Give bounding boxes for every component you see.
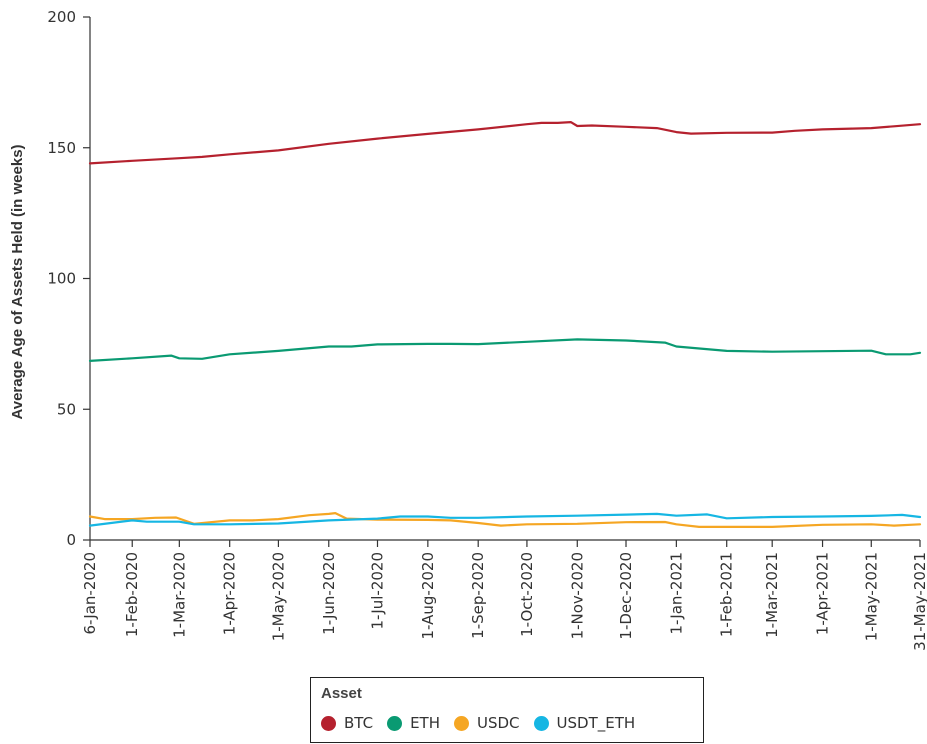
x-tick-label: 1-Jun-2020 [320,552,338,635]
series-line-btc [88,121,922,165]
x-tick-label: 1-Dec-2020 [617,552,635,640]
y-tick-label: 0 [66,531,76,549]
x-tick-label: 6-Jan-2020 [81,552,99,635]
legend: Asset BTC ETH USDC USDT_ETH [310,677,704,743]
legend-label: ETH [410,714,440,732]
legend-item-usdt-eth: USDT_ETH [533,714,636,732]
x-tick-label: 31-May-2021 [911,552,927,651]
x-tick-label: 1-Apr-2021 [814,552,832,635]
legend-marker-icon [321,715,336,731]
y-tick-label: 200 [47,8,76,26]
series-line-usdt-eth [88,512,922,527]
y-axis: 0 50 100 150 200 [47,8,91,549]
x-axis: 6-Jan-2020 1-Feb-2020 1-Mar-2020 1-Apr-2020… [81,539,927,651]
legend-marker-icon [453,715,469,731]
y-tick-label: 50 [57,400,76,418]
y-tick-label: 100 [47,270,76,288]
legend-title: Asset [321,685,362,702]
legend-label: USDC [476,714,520,732]
x-tick-label: 1-Apr-2020 [221,552,239,635]
x-tick-label: 1-Feb-2021 [718,552,736,637]
x-tick-label: 1-Mar-2020 [170,552,188,638]
series-layer [88,121,922,528]
legend-marker-icon [533,715,549,731]
series-line-eth [88,338,922,362]
chart: 0 50 100 150 200 6-Jan-2020 1-Feb-2020 1-Mar-2… [9,8,927,651]
x-tick-label: 1-May-2020 [269,552,287,641]
y-axis-label: Average Age of Assets Held (in weeks) [9,144,26,419]
x-tick-label: 1-Jul-2020 [368,552,386,629]
x-tick-label: 1-Jan-2021 [667,552,685,635]
x-tick-label: 1-Nov-2020 [568,552,586,639]
x-tick-label: 1-May-2021 [862,552,880,641]
legend-label: BTC [344,714,374,732]
x-tick-label: 1-Mar-2021 [763,552,781,638]
legend-item-usdc: USDC [453,714,520,732]
y-tick-label: 150 [47,139,76,157]
x-tick-label: 1-Feb-2020 [123,552,141,637]
legend-marker-icon [387,715,403,731]
legend-label: USDT_ETH [556,714,636,732]
legend-item-eth: ETH [387,714,440,732]
x-tick-label: 1-Oct-2020 [518,552,536,637]
legend-items: BTC ETH USDC USDT_ETH [321,714,649,732]
x-tick-label: 1-Sep-2020 [469,552,487,639]
legend-item-btc: BTC [321,714,373,732]
x-tick-label: 1-Aug-2020 [419,552,437,640]
